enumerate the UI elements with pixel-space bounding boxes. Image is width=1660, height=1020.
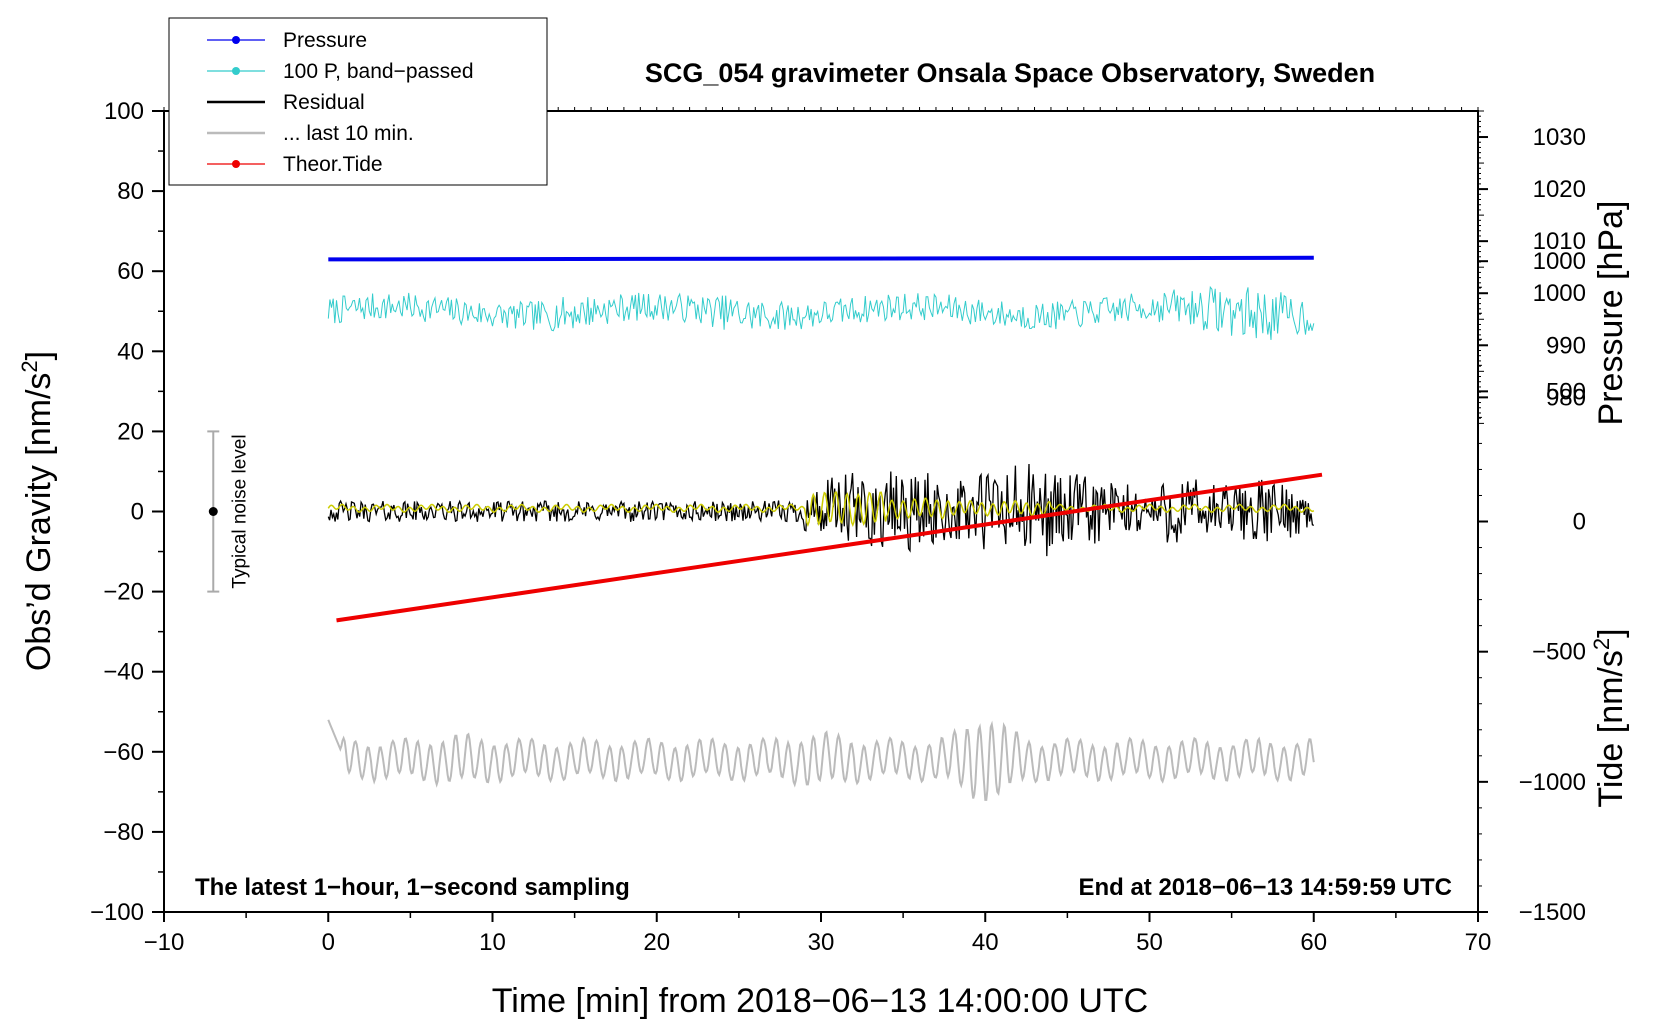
tide-tick-label: −500 — [1532, 639, 1586, 666]
chart-title: SCG_054 gravimeter Onsala Space Observat… — [645, 58, 1375, 88]
y-axis-title-tide-sup: 2 — [1589, 638, 1614, 650]
y-tick-label-left: 0 — [131, 499, 144, 526]
series-residual-smoothed — [327, 491, 1315, 528]
annotation-end-time: End at 2018−06−13 14:59:59 UTC — [1078, 874, 1452, 901]
series-last-10-min — [327, 719, 1315, 801]
pressure-tick-label: 1010 — [1533, 228, 1586, 255]
y-tick-label-left: 80 — [117, 178, 144, 205]
y-axis-title-tide: Tide [nm/s2] — [1589, 628, 1630, 807]
x-tick-label: 10 — [479, 929, 506, 956]
x-tick-label: 70 — [1465, 929, 1492, 956]
pressure-tick-label: 1000 — [1533, 280, 1586, 307]
x-tick-label: 50 — [1136, 929, 1163, 956]
y-tick-label-left: −100 — [90, 899, 144, 926]
pressure-tick-label: 1030 — [1533, 124, 1586, 151]
legend-label: ... last 10 min. — [283, 122, 414, 145]
legend: Pressure 100 P, band−passed Residual ... la… — [168, 17, 548, 186]
legend-marker — [232, 160, 240, 168]
data-series — [327, 255, 1323, 801]
pressure-tick-label: 1020 — [1533, 176, 1586, 203]
series-theor-tide — [336, 472, 1323, 623]
tide-tick-label: −1500 — [1519, 899, 1586, 926]
legend-marker — [232, 67, 240, 75]
noise-bar-center-dot — [208, 507, 218, 516]
series-residual — [327, 463, 1315, 557]
x-tick-label: −10 — [144, 929, 185, 956]
x-tick-label: 30 — [808, 929, 835, 956]
y-tick-label-left: −60 — [103, 739, 144, 766]
y-axis-title-left-sup: 2 — [17, 360, 42, 372]
y-axis-title-left-prefix: Obs’d Gravity [nm/s — [20, 373, 58, 672]
legend-label: Residual — [283, 91, 365, 114]
series-pressure-bandpassed — [327, 285, 1315, 340]
pressure-tick-label: 980 — [1546, 384, 1586, 411]
legend-marker — [232, 36, 240, 44]
noise-bar-label: Typical noise level — [229, 434, 250, 588]
tide-tick-label: −1000 — [1519, 769, 1586, 796]
legend-label: Theor.Tide — [283, 153, 383, 176]
x-axis-title: Time [min] from 2018−06−13 14:00:00 UTC — [492, 982, 1148, 1020]
legend-label: 100 P, band−passed — [283, 60, 474, 83]
y-axis-title-left-suffix: ] — [20, 351, 58, 360]
y-axis-title-tide-prefix: Tide [nm/s — [1592, 650, 1630, 807]
legend-label: Pressure — [283, 29, 367, 52]
pressure-tick-label: 990 — [1546, 332, 1586, 359]
x-tick-label: 20 — [643, 929, 670, 956]
noise-bar: Typical noise level — [207, 430, 250, 593]
x-tick-label: 60 — [1300, 929, 1327, 956]
y-tick-label-left: −20 — [103, 579, 144, 606]
y-axis-title-pressure: Pressure [hPa] — [1592, 201, 1630, 426]
y-tick-label-left: −80 — [103, 819, 144, 846]
y-axis-title-left: Obs’d Gravity [nm/s2] — [17, 351, 58, 671]
tide-tick-label: 500 — [1546, 378, 1586, 405]
x-tick-label: 40 — [972, 929, 999, 956]
y-axis-title-tide-suffix: ] — [1592, 628, 1630, 637]
tide-tick-label: 0 — [1573, 509, 1586, 536]
y-tick-label-left: 60 — [117, 258, 144, 285]
y-tick-label-left: 100 — [104, 98, 144, 125]
y-tick-label-left: −40 — [103, 659, 144, 686]
axis-ticks: −10 0 10 20 30 40 50 60 70100806040200−20−40−60−… — [90, 98, 1586, 956]
annotation-latest-hour: The latest 1−hour, 1−second sampling — [195, 874, 630, 901]
series-pressure — [328, 255, 1314, 262]
y-tick-label-left: 40 — [117, 338, 144, 365]
tide-tick-label: 1000 — [1533, 248, 1586, 275]
x-tick-label: 0 — [322, 929, 335, 956]
y-tick-label-left: 20 — [117, 418, 144, 445]
